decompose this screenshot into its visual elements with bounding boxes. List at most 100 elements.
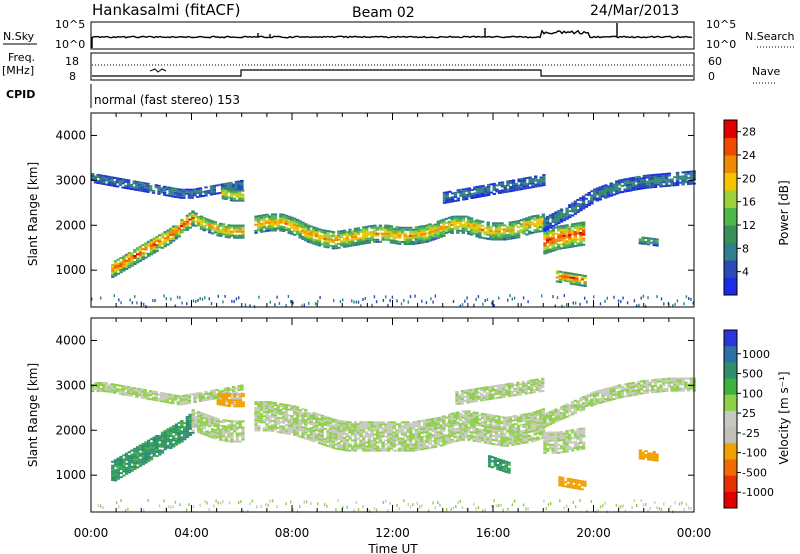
echo-cell — [185, 394, 189, 397]
echo-cell — [227, 224, 231, 227]
echo-cell — [530, 440, 535, 443]
echo-cell — [664, 178, 669, 181]
echo-cell — [436, 423, 441, 426]
echo-cell — [422, 445, 427, 448]
echo-cell — [543, 413, 547, 416]
echo-cell — [276, 418, 280, 421]
ground-scatter-cell — [179, 296, 181, 300]
echo-cell — [337, 236, 341, 239]
echo-cell — [126, 386, 131, 389]
echo-cell — [116, 262, 120, 265]
echo-cell — [498, 192, 502, 194]
echo-cell — [398, 449, 402, 452]
echo-cell — [185, 192, 189, 195]
echo-cell — [480, 399, 484, 402]
echo-cell — [133, 449, 137, 452]
echo-cell — [486, 231, 490, 234]
echo-cell — [511, 443, 515, 446]
echo-cell — [615, 184, 619, 187]
echo-cell — [199, 215, 204, 218]
echo-cell — [174, 225, 179, 228]
echo-cell — [227, 230, 231, 233]
echo-cell — [279, 213, 283, 216]
echo-cell — [326, 416, 330, 419]
echo-cell — [543, 423, 547, 426]
echo-cell — [163, 237, 167, 240]
echo-cell — [569, 280, 573, 283]
echo-cell — [116, 467, 120, 470]
echo-cell — [295, 229, 300, 231]
echo-cell — [411, 241, 416, 243]
echo-cell — [113, 176, 117, 179]
echo-cell — [489, 226, 493, 229]
echo-cell — [202, 227, 206, 230]
echo-cell — [516, 220, 521, 223]
echo-cell — [475, 440, 479, 443]
echo-cell — [230, 426, 234, 429]
echo-cell — [546, 228, 550, 231]
echo-cell — [511, 433, 515, 436]
echo-cell — [279, 221, 283, 224]
echo-cell — [497, 228, 501, 231]
echo-cell — [565, 217, 569, 220]
echo-cell — [565, 405, 569, 408]
echo-cell — [513, 384, 517, 387]
echo-cell — [259, 413, 264, 416]
echo-cell — [326, 430, 330, 433]
echo-cell — [425, 418, 430, 421]
echo-cell — [486, 425, 490, 428]
echo-cell — [359, 447, 363, 450]
echo-cell — [472, 220, 476, 223]
echo-cell — [472, 411, 476, 414]
echo-cell — [265, 401, 269, 404]
echo-cell — [133, 457, 137, 460]
echo-cell — [581, 402, 586, 405]
echo-cell — [475, 219, 479, 222]
echo-cell — [373, 447, 377, 450]
echo-cell — [530, 424, 535, 427]
echo-cell — [96, 384, 100, 386]
echo-cell — [160, 246, 165, 249]
echo-cell — [199, 217, 204, 220]
echo-cell — [342, 243, 347, 246]
echo-cell — [118, 179, 122, 182]
echo-cell — [486, 237, 490, 240]
echo-cell — [411, 449, 416, 452]
echo-cell — [362, 443, 366, 446]
echo-cell — [306, 230, 311, 233]
echo-cell — [562, 408, 566, 411]
echo-cell — [168, 393, 172, 396]
echo-cell — [420, 241, 424, 244]
echo-cell — [514, 433, 518, 436]
echo-cell — [527, 420, 532, 423]
echo-cell — [185, 398, 189, 401]
echo-cell — [554, 221, 558, 224]
echo-cell — [169, 434, 173, 437]
echo-cell — [543, 225, 547, 228]
echo-cell — [141, 248, 145, 251]
echo-cell — [414, 230, 418, 233]
echo-cell — [439, 440, 443, 443]
echo-cell — [557, 216, 561, 219]
echo-cell — [147, 244, 151, 247]
echo-cell — [147, 240, 151, 243]
echo-cell — [559, 412, 564, 415]
echo-cell — [387, 449, 391, 452]
echo-cell — [604, 400, 608, 403]
echo-cell — [111, 464, 115, 467]
echo-cell — [113, 463, 118, 466]
echo-cell — [485, 394, 490, 397]
echo-cell — [273, 420, 278, 423]
echo-cell — [581, 197, 586, 200]
echo-cell — [456, 219, 460, 222]
echo-cell — [506, 184, 510, 187]
echo-cell — [268, 407, 272, 410]
echo-cell — [375, 423, 380, 426]
echo-cell — [163, 446, 167, 449]
echo-cell — [180, 436, 184, 439]
echo-cell — [620, 396, 624, 398]
echo-cell — [409, 443, 413, 446]
echo-cell — [483, 415, 488, 418]
echo-cell — [147, 447, 151, 450]
echo-cell — [147, 439, 151, 442]
